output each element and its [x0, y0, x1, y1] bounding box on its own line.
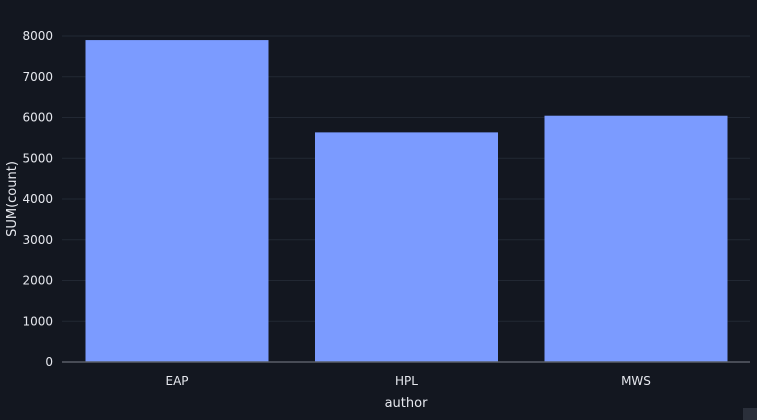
y-tick-label: 5000 — [22, 151, 53, 165]
y-tick-label: 1000 — [22, 314, 53, 328]
y-tick-label: 0 — [45, 355, 53, 369]
y-tick-label: 3000 — [22, 233, 53, 247]
y-tick-label: 6000 — [22, 111, 53, 125]
y-tick-label: 8000 — [22, 29, 53, 43]
x-tick-label: MWS — [621, 374, 651, 388]
y-tick-label: 7000 — [22, 70, 53, 84]
bar-mws[interactable] — [544, 115, 728, 362]
corner-resize-handle — [743, 408, 757, 420]
bar-eap[interactable] — [85, 40, 269, 362]
x-tick-label: EAP — [165, 374, 188, 388]
y-axis-title: SUM(count) — [5, 161, 20, 237]
x-axis-ticks: EAP HPL MWS — [165, 374, 650, 388]
y-tick-label: 2000 — [22, 274, 53, 288]
y-tick-label: 4000 — [22, 192, 53, 206]
bars — [85, 40, 728, 362]
y-axis-ticks: 0 1000 2000 3000 4000 5000 6000 7000 8000 — [22, 29, 53, 369]
x-axis-title: author — [385, 396, 428, 411]
bar-hpl[interactable] — [315, 132, 498, 362]
x-tick-label: HPL — [395, 374, 418, 388]
